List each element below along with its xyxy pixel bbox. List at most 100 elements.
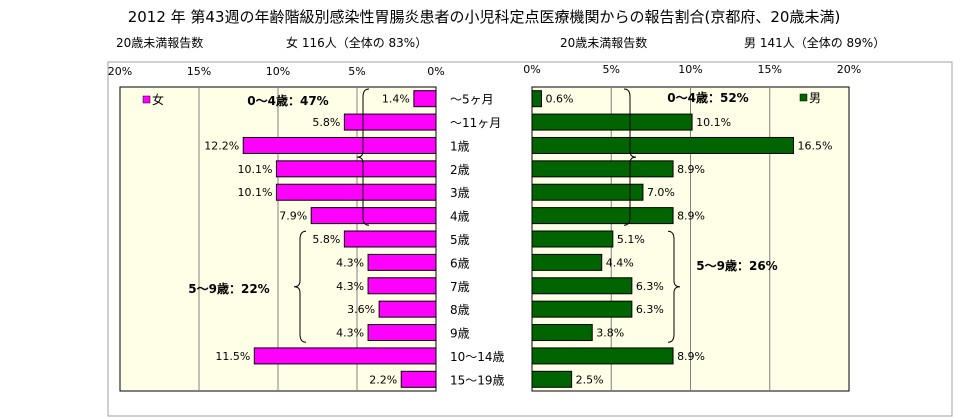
age-category-label: 2歳 <box>450 163 470 177</box>
male-value-label: 16.5% <box>798 139 833 152</box>
male-value-label: 7.0% <box>647 186 675 199</box>
male-value-label: 5.1% <box>617 233 645 246</box>
female-value-label: 3.6% <box>347 303 375 316</box>
male-value-label: 0.6% <box>546 93 574 106</box>
female-bars: 1.4% 5.8% 12.2% 10.1% 10.1% 7.9% 5.8% 4.3% 4.3% 3… <box>204 90 437 388</box>
female-brace-5-9 <box>293 230 307 343</box>
chart-area-border <box>107 61 953 417</box>
female-legend-swatch <box>142 95 151 104</box>
male-bar <box>531 300 633 318</box>
male-tick-label: 0% <box>523 63 540 76</box>
female-bar <box>242 136 437 154</box>
female-legend: 女 <box>142 92 164 107</box>
male-legend: 男 <box>799 91 821 105</box>
male-value-label: 8.9% <box>677 350 705 363</box>
female-bar <box>367 253 437 271</box>
male-count-label: 20歳未満報告数 <box>560 36 648 50</box>
male-value-label: 4.4% <box>606 256 634 269</box>
age-category-label: 5歳 <box>450 233 470 247</box>
female-tick-label: 10% <box>266 65 290 78</box>
male-bar <box>531 370 573 388</box>
female-tick-label: 20% <box>108 65 132 78</box>
male-bar <box>531 277 633 295</box>
age-category-label: 3歳 <box>450 186 470 200</box>
male-tick-label: 5% <box>603 63 620 76</box>
female-group-0-4-label: 0～4歳：47% <box>247 93 328 108</box>
female-value-label: 10.1% <box>237 186 272 199</box>
female-bar <box>253 347 437 365</box>
age-category-labels: ～5ヶ月 ～11ヶ月 1歳 2歳 3歳 4歳 5歳 6歳 7歳 8歳 9歳 10～14歳 15～19歳 <box>450 93 505 388</box>
male-bar <box>531 113 693 131</box>
female-value-label: 11.5% <box>215 350 250 363</box>
male-axis-ticks: 0% 5% 10% 15% 20% <box>523 63 861 76</box>
age-category-label: 10～14歳 <box>450 350 505 364</box>
male-tick-label: 15% <box>758 63 782 76</box>
male-bar <box>531 253 603 271</box>
female-value-label: 12.2% <box>204 139 239 152</box>
female-bar <box>400 370 437 388</box>
female-group-5-9-label: 5～9歳：22% <box>188 281 269 296</box>
age-category-label: 9歳 <box>450 327 470 341</box>
female-bar <box>343 230 437 248</box>
male-legend-swatch <box>799 93 808 102</box>
age-category-label: 6歳 <box>450 256 470 270</box>
male-tick-label: 10% <box>678 63 702 76</box>
female-tick-label: 0% <box>427 65 444 78</box>
age-category-label: ～5ヶ月 <box>450 93 494 107</box>
female-value-label: 2.2% <box>369 373 397 386</box>
male-bars: 0.6%10.1%16.5%8.9%7.0%8.9%5.1%4.4%6.3%6.… <box>531 90 833 388</box>
female-value-label: 5.8% <box>312 233 340 246</box>
male-bar <box>531 90 543 108</box>
male-bar <box>531 230 614 248</box>
female-bar <box>275 183 437 201</box>
chart-title: 2012 年 第43週の年齢階級別感染性胃腸炎患者の小児科定点医療機関からの報告… <box>127 8 841 26</box>
female-bar <box>367 324 437 342</box>
male-bar <box>531 183 644 201</box>
male-group-0-4-label: 0～4歳：52% <box>667 90 748 105</box>
female-value-label: 4.3% <box>336 280 364 293</box>
female-bar <box>367 277 437 295</box>
male-legend-label: 男 <box>809 91 821 105</box>
male-brace-0-4 <box>623 88 637 226</box>
female-bar <box>378 300 437 318</box>
male-value-label: 2.5% <box>576 373 604 386</box>
male-value-label: 10.1% <box>696 116 731 129</box>
female-value-label: 1.4% <box>382 93 410 106</box>
age-category-label: 8歳 <box>450 303 470 317</box>
female-bar <box>343 113 437 131</box>
male-bar <box>531 207 674 225</box>
male-tick-label: 20% <box>837 63 861 76</box>
male-brace-5-9 <box>667 230 681 343</box>
male-value-label: 8.9% <box>677 210 705 223</box>
female-tick-label: 5% <box>348 65 365 78</box>
female-value-label: 5.8% <box>312 116 340 129</box>
male-bar <box>531 160 674 178</box>
female-axis-ticks: 0% 5% 10% 15% 20% <box>108 65 445 78</box>
age-category-label: 1歳 <box>450 139 470 153</box>
female-count-summary: 女 116人（全体の 83%） <box>286 36 428 50</box>
age-category-label: ～11ヶ月 <box>450 116 501 130</box>
group-braces: 0～4歳：47% 5～9歳：22% 0～4歳：52% 5～9歳：26% <box>188 88 778 343</box>
male-value-label: 6.3% <box>636 280 664 293</box>
age-category-label: 7歳 <box>450 280 470 294</box>
female-value-label: 4.3% <box>336 327 364 340</box>
male-value-label: 8.9% <box>677 163 705 176</box>
male-count-summary: 男 141人（全体の 89%） <box>744 36 886 50</box>
male-bar <box>531 324 593 342</box>
male-group-5-9-label: 5～9歳：26% <box>696 258 777 273</box>
age-category-label: 4歳 <box>450 210 470 224</box>
male-bar <box>531 347 674 365</box>
female-brace-0-4 <box>356 88 370 226</box>
female-value-label: 7.9% <box>279 210 307 223</box>
female-bar <box>413 90 437 108</box>
female-legend-label: 女 <box>152 92 164 107</box>
male-value-label: 6.3% <box>636 303 664 316</box>
male-value-label: 3.8% <box>596 327 624 340</box>
male-bar <box>531 136 795 154</box>
female-value-label: 10.1% <box>237 163 272 176</box>
female-count-label: 20歳未満報告数 <box>116 36 204 50</box>
female-tick-label: 15% <box>187 65 211 78</box>
age-category-label: 15～19歳 <box>450 373 505 387</box>
female-value-label: 4.3% <box>336 256 364 269</box>
